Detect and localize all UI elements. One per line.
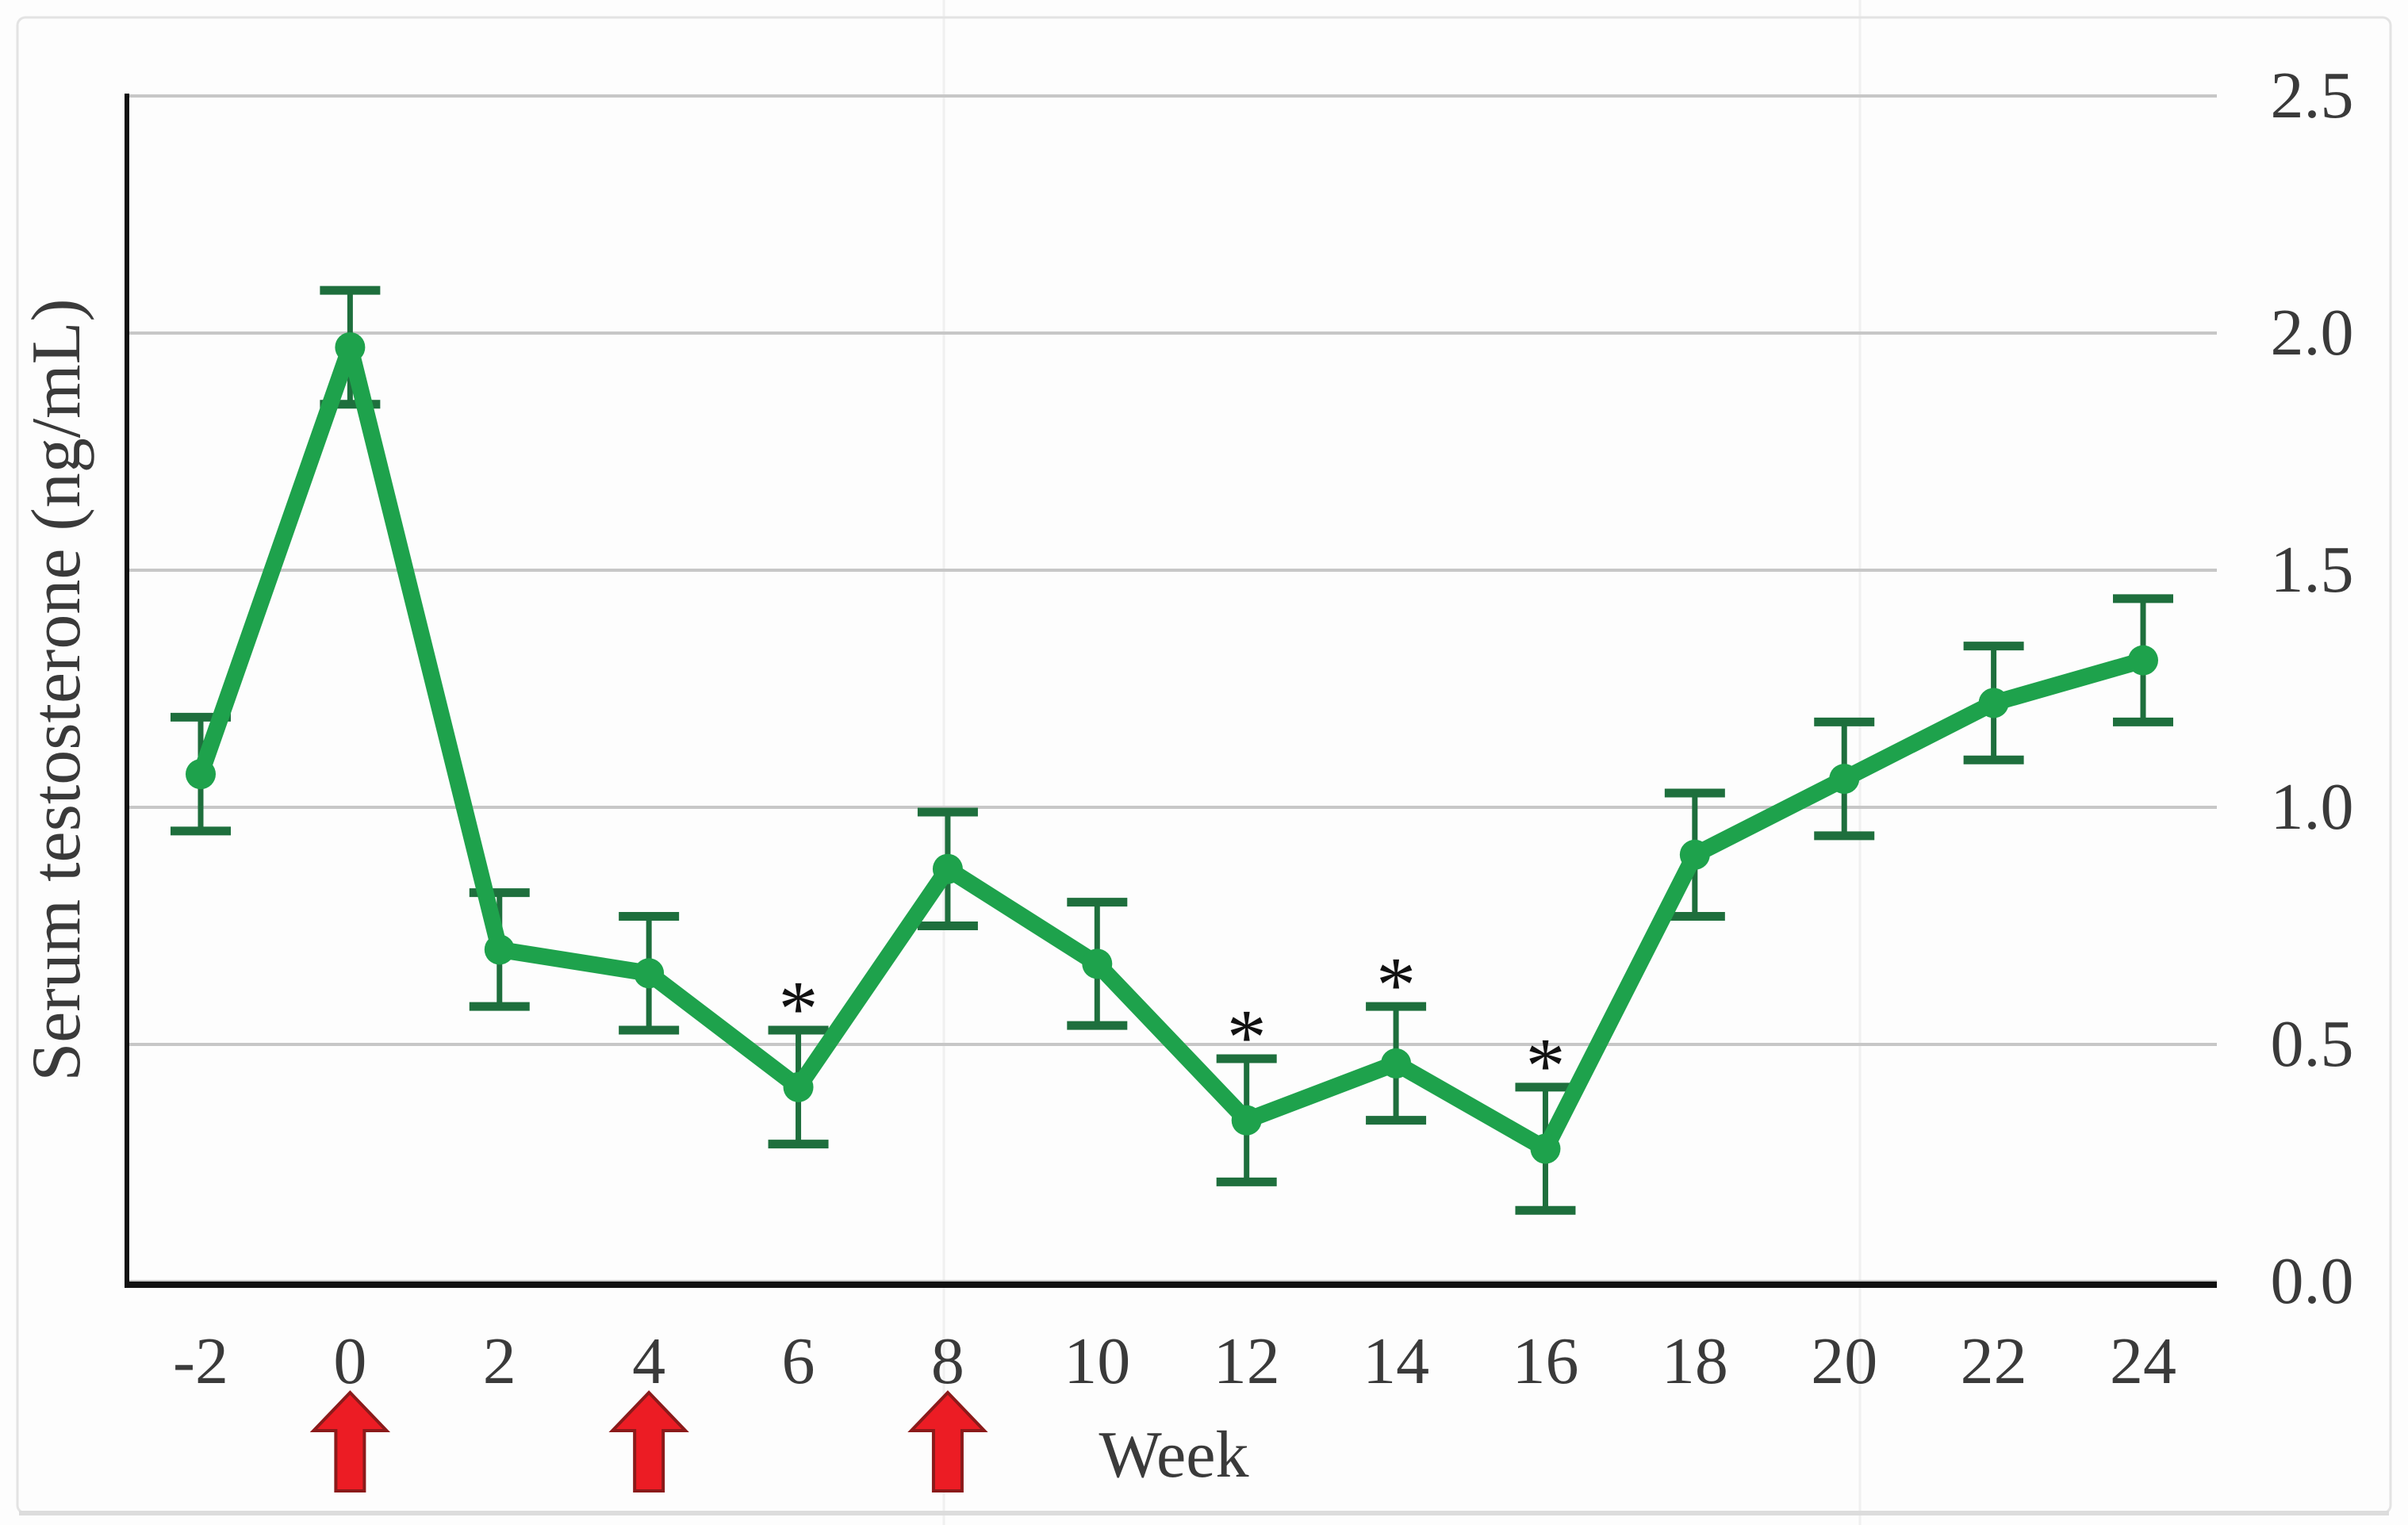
x-tick-label--2: -2 [173, 1324, 228, 1398]
annotations-layer: * * * * [309, 941, 1565, 1492]
x-tick-label-6: 6 [782, 1324, 815, 1398]
data-point-week-22 [1978, 688, 2009, 718]
significance-asterisk-week-6: * [779, 964, 819, 1052]
chart-background-layer [942, 0, 1862, 1525]
x-tick-label-8: 8 [931, 1324, 964, 1398]
data-point-week-10 [1082, 948, 1113, 979]
data-point-week-6 [783, 1071, 814, 1102]
x-tick-label-14: 14 [1363, 1324, 1429, 1398]
significance-asterisk-week-16: * [1525, 1021, 1565, 1109]
y-tick-label-1.5: 1.5 [2271, 533, 2354, 607]
x-tick-label-0: 0 [333, 1324, 366, 1398]
data-point-week-12 [1231, 1105, 1262, 1136]
x-tick-label-20: 20 [1811, 1324, 1877, 1398]
y-axis-title: Serum testosterone (ng/mL) [18, 298, 95, 1081]
axes-layer: 0.00.51.01.52.02.5-2 0 2 4 6 8 10 12 14 16 18 20 22 2… [125, 59, 2354, 1398]
x-tick-label-22: 22 [1961, 1324, 2027, 1398]
injection-arrow-week-8 [907, 1390, 988, 1492]
labels-layer: Week Serum testosterone (ng/mL) [18, 298, 1249, 1492]
injection-arrow-week-4 [608, 1390, 689, 1492]
series-line-serum-testosterone [192, 339, 2152, 1158]
x-tick-label-2: 2 [483, 1324, 516, 1398]
figure-frame [16, 16, 2392, 1515]
injection-arrow-week-0 [309, 1390, 391, 1492]
data-point-week-14 [1381, 1048, 1412, 1079]
data-point-week-2 [484, 934, 515, 965]
x-tick-label-12: 12 [1214, 1324, 1280, 1398]
y-tick-label-2.5: 2.5 [2271, 59, 2354, 132]
x-tick-label-18: 18 [1662, 1324, 1728, 1398]
y-tick-label-0.5: 0.5 [2271, 1007, 2354, 1081]
data-point-week-20 [1829, 764, 1860, 795]
frame-layer [16, 16, 2392, 1515]
significance-asterisk-week-12: * [1227, 993, 1267, 1081]
x-tick-label-10: 10 [1064, 1324, 1130, 1398]
x-tick-label-4: 4 [632, 1324, 665, 1398]
data-point-week-16 [1530, 1133, 1561, 1164]
y-tick-label-2.0: 2.0 [2271, 296, 2354, 370]
data-point-week-4 [634, 958, 665, 989]
data-layer [171, 285, 2173, 1215]
data-point-week--2 [186, 759, 216, 790]
data-point-week-24 [2128, 645, 2158, 676]
x-axis-title: Week [1099, 1418, 1248, 1492]
x-tick-label-16: 16 [1512, 1324, 1578, 1398]
data-point-week-18 [1679, 839, 1710, 870]
y-tick-label-0.0: 0.0 [2271, 1244, 2354, 1318]
x-tick-label-24: 24 [2110, 1324, 2176, 1398]
y-tick-label-1.0: 1.0 [2271, 770, 2354, 844]
significance-asterisk-week-14: * [1376, 941, 1416, 1029]
data-point-week-0 [335, 331, 366, 362]
data-point-week-8 [932, 853, 963, 884]
